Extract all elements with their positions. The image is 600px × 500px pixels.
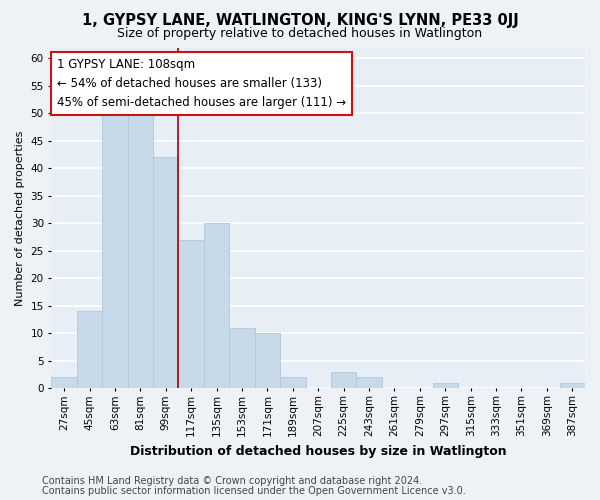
Bar <box>560 383 585 388</box>
Bar <box>204 224 229 388</box>
X-axis label: Distribution of detached houses by size in Watlington: Distribution of detached houses by size … <box>130 444 506 458</box>
Text: Size of property relative to detached houses in Watlington: Size of property relative to detached ho… <box>118 28 482 40</box>
Text: 1 GYPSY LANE: 108sqm
← 54% of detached houses are smaller (133)
45% of semi-deta: 1 GYPSY LANE: 108sqm ← 54% of detached h… <box>57 58 346 108</box>
Bar <box>280 378 305 388</box>
Text: 1, GYPSY LANE, WATLINGTON, KING'S LYNN, PE33 0JJ: 1, GYPSY LANE, WATLINGTON, KING'S LYNN, … <box>82 12 518 28</box>
Y-axis label: Number of detached properties: Number of detached properties <box>15 130 25 306</box>
Bar <box>178 240 204 388</box>
Bar <box>331 372 356 388</box>
Bar <box>229 328 255 388</box>
Bar <box>255 334 280 388</box>
Text: Contains HM Land Registry data © Crown copyright and database right 2024.: Contains HM Land Registry data © Crown c… <box>42 476 422 486</box>
Bar <box>128 114 153 388</box>
Bar <box>52 378 77 388</box>
Bar <box>77 312 102 388</box>
Bar <box>433 383 458 388</box>
Bar <box>153 158 178 388</box>
Bar <box>356 378 382 388</box>
Text: Contains public sector information licensed under the Open Government Licence v3: Contains public sector information licen… <box>42 486 466 496</box>
Bar <box>102 114 128 388</box>
